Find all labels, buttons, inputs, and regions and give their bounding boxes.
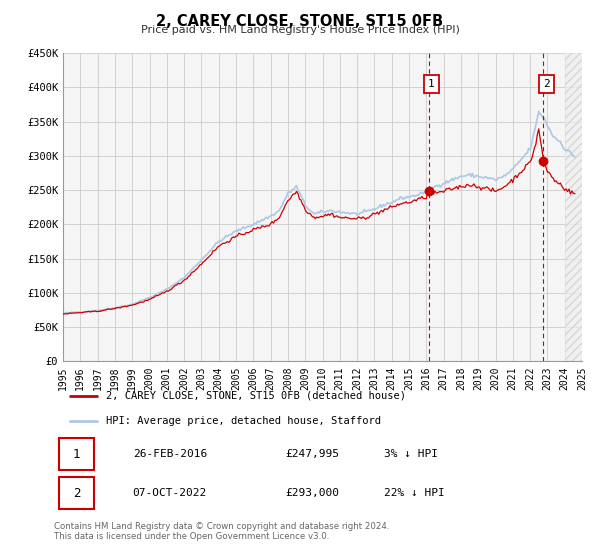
Text: 1: 1 [428, 79, 435, 89]
Text: 3% ↓ HPI: 3% ↓ HPI [383, 449, 437, 459]
Text: Price paid vs. HM Land Registry's House Price Index (HPI): Price paid vs. HM Land Registry's House … [140, 25, 460, 35]
Bar [565, 53, 582, 361]
Text: HPI: Average price, detached house, Stafford: HPI: Average price, detached house, Staf… [106, 416, 380, 426]
Text: 26-FEB-2016: 26-FEB-2016 [133, 449, 207, 459]
Text: £293,000: £293,000 [285, 488, 339, 498]
Text: 2: 2 [73, 487, 80, 500]
Text: 2, CAREY CLOSE, STONE, ST15 0FB (detached house): 2, CAREY CLOSE, STONE, ST15 0FB (detache… [106, 391, 406, 401]
Text: 22% ↓ HPI: 22% ↓ HPI [383, 488, 445, 498]
FancyBboxPatch shape [59, 477, 94, 510]
FancyBboxPatch shape [59, 438, 94, 470]
Text: 2, CAREY CLOSE, STONE, ST15 0FB: 2, CAREY CLOSE, STONE, ST15 0FB [157, 14, 443, 29]
Text: £247,995: £247,995 [285, 449, 339, 459]
Text: 07-OCT-2022: 07-OCT-2022 [133, 488, 207, 498]
Text: 2: 2 [543, 79, 550, 89]
Text: Contains HM Land Registry data © Crown copyright and database right 2024.
This d: Contains HM Land Registry data © Crown c… [54, 522, 389, 542]
Text: 1: 1 [73, 447, 80, 461]
